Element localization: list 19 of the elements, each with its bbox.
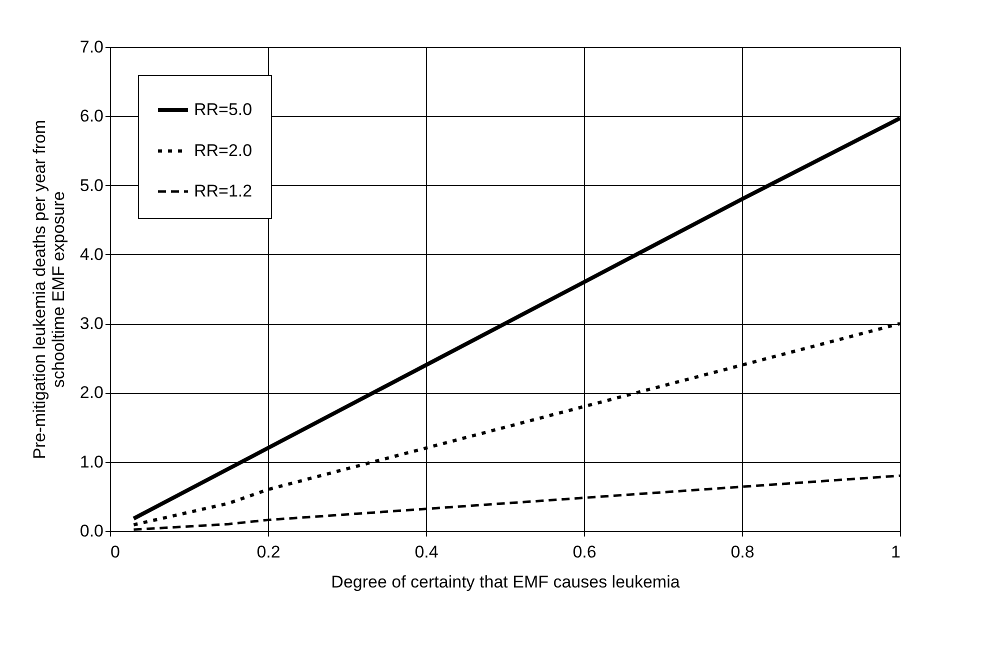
- legend-label: RR=1.2: [194, 182, 252, 200]
- y-tick-label: 2.0: [80, 383, 104, 402]
- legend-label: RR=2.0: [194, 141, 252, 160]
- x-axis-title: Degree of certainty that EMF causes leukemia: [331, 572, 680, 592]
- legend-label: RR=5.0: [194, 100, 252, 119]
- y-tick-label: 5.0: [80, 176, 104, 195]
- y-tick-label: 7.0: [80, 38, 104, 56]
- y-axis-title: Pre-mitigation leukemia deaths per year from schooltime EMF exposure: [30, 120, 68, 460]
- x-tick-label: 0.2: [256, 542, 280, 562]
- y-tick-label: 6.0: [80, 106, 104, 126]
- x-tick-label: 0: [110, 542, 120, 562]
- x-tick-label: 0.8: [730, 542, 754, 562]
- x-tick-label: 0.6: [572, 542, 596, 562]
- y-tick-label: 3.0: [80, 314, 104, 334]
- y-tick-label: 1.0: [80, 452, 104, 472]
- y-tick-label: 0.0: [80, 522, 104, 540]
- x-tick-label: 0.4: [414, 542, 438, 562]
- y-tick-label: 4.0: [80, 244, 104, 264]
- x-tick-label: 1: [891, 542, 900, 562]
